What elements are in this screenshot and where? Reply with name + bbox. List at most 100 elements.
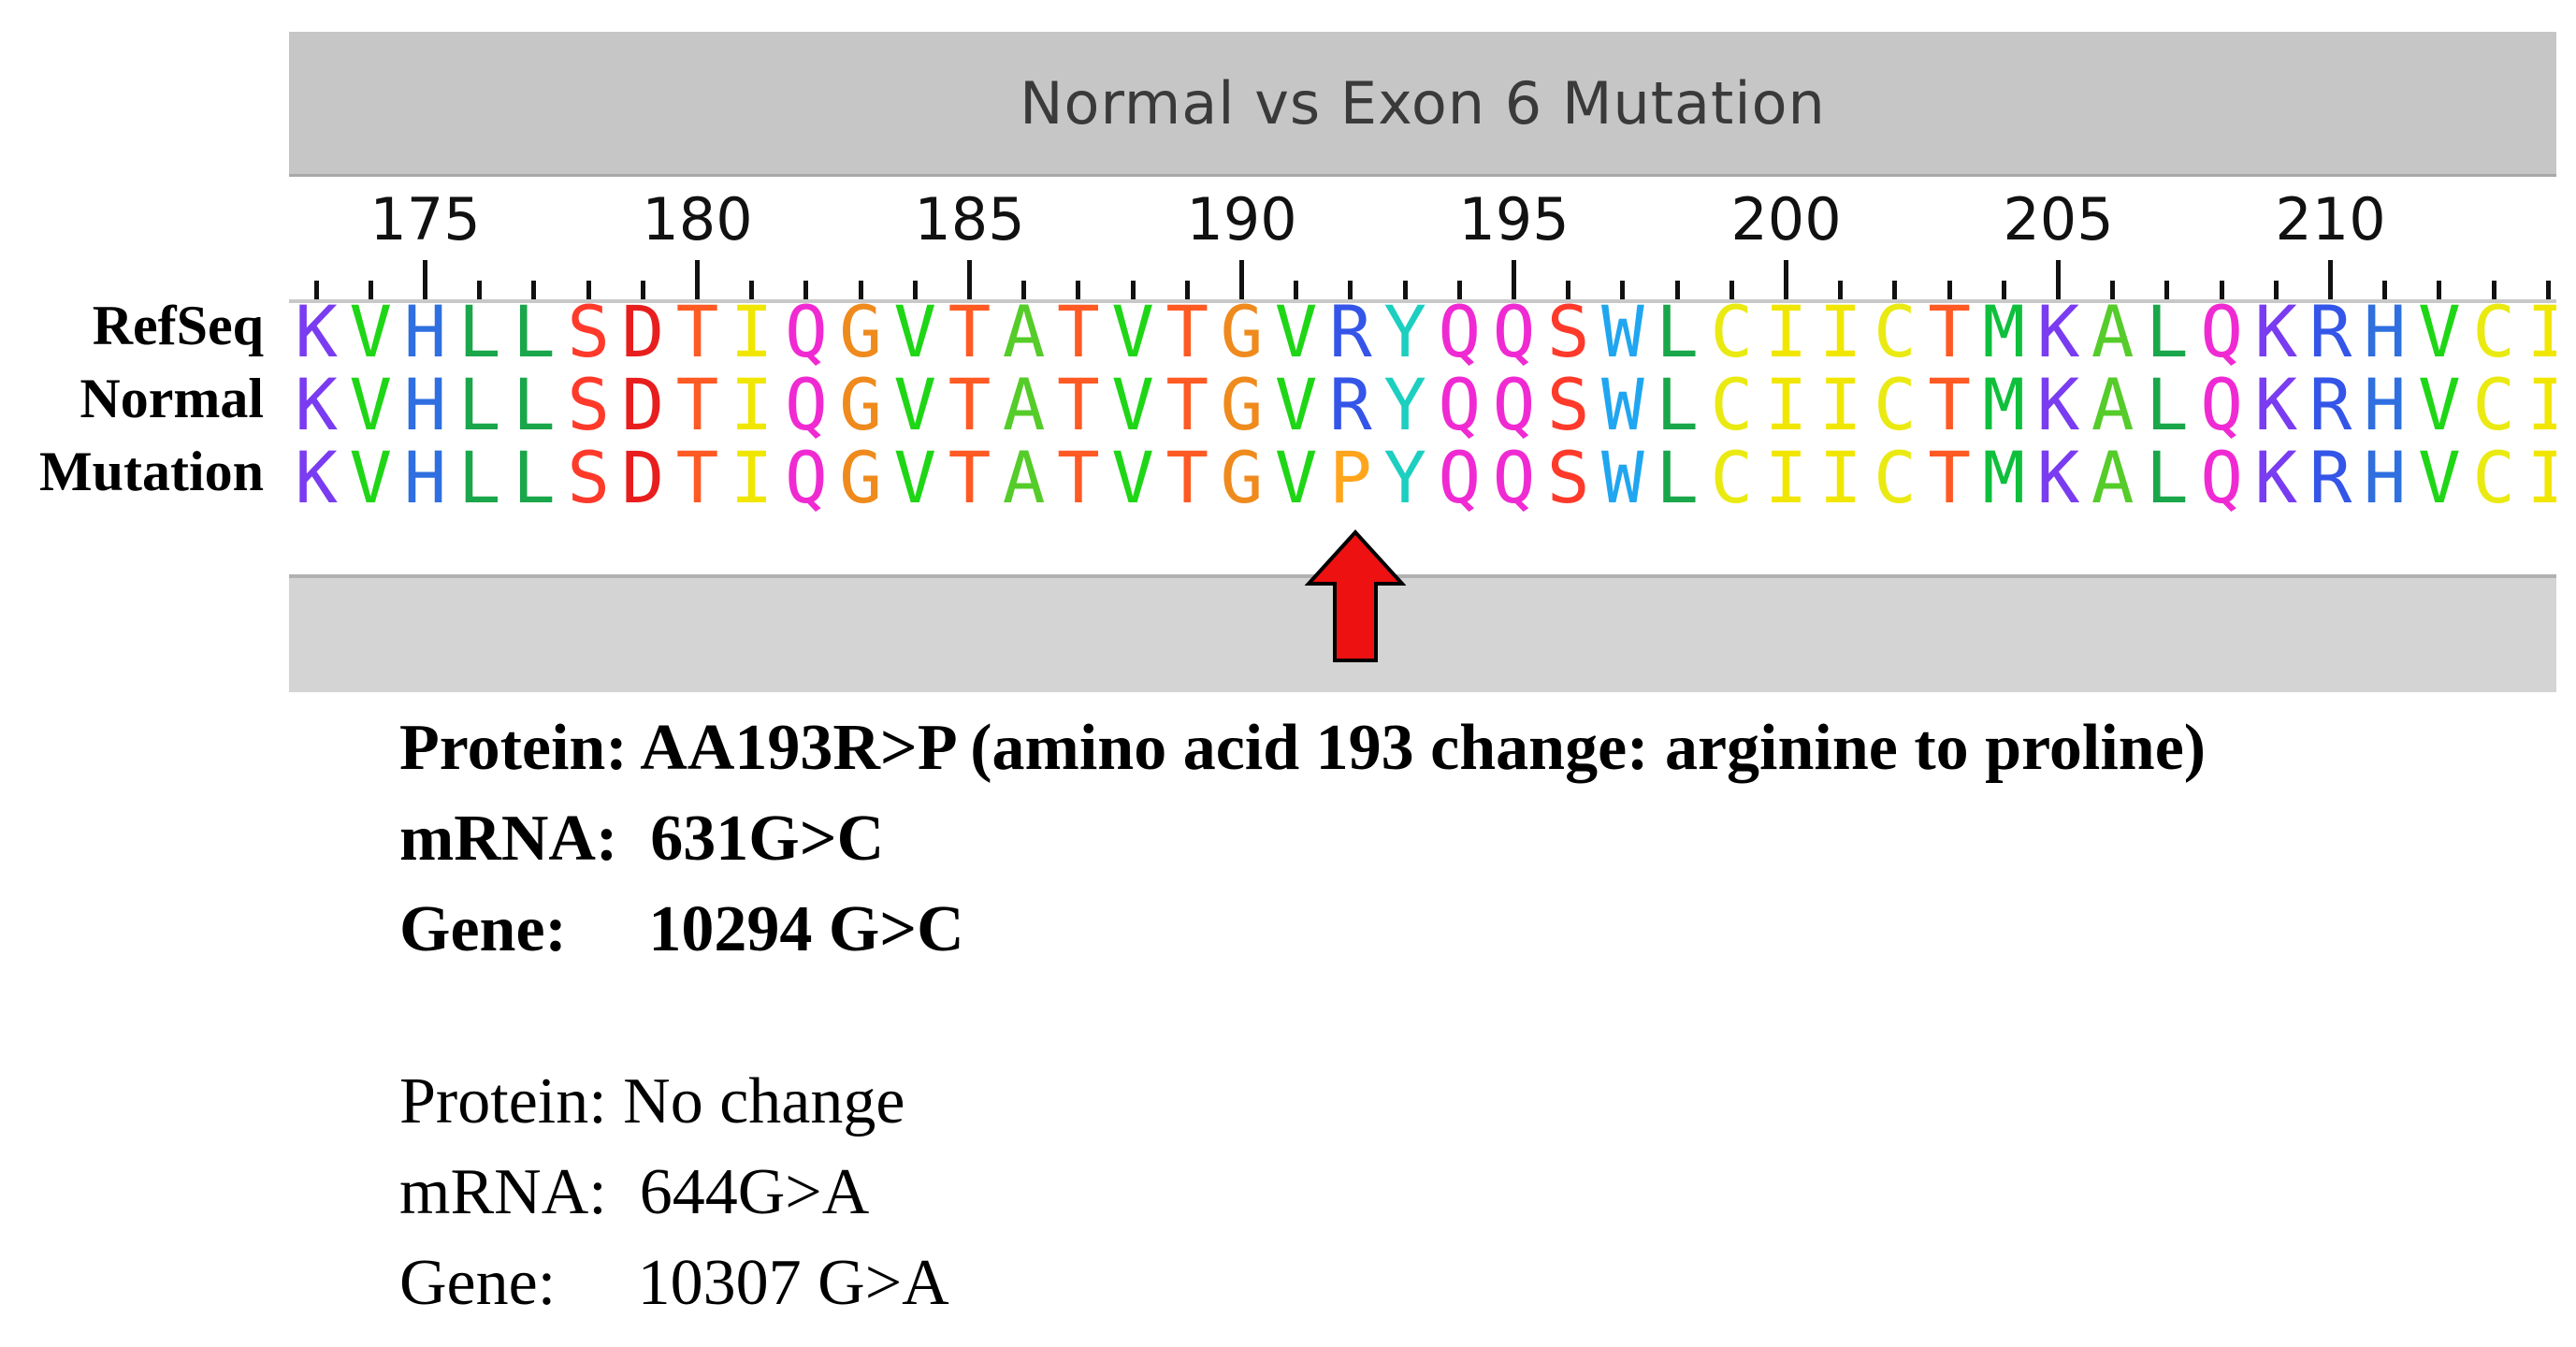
variant1-mrna: mRNA: 631G>C xyxy=(399,803,885,875)
residue: T xyxy=(1165,442,1209,514)
residue: Q xyxy=(1438,442,1482,514)
ruler-tick xyxy=(967,260,972,299)
residue: G xyxy=(839,442,882,514)
residue: G xyxy=(1220,442,1264,514)
residue: I xyxy=(1764,369,1808,442)
residue: Y xyxy=(1383,296,1426,369)
residue: K xyxy=(2254,296,2298,369)
residue: Y xyxy=(1383,369,1426,442)
ruler-label: 190 xyxy=(1186,185,1297,253)
ruler-tick xyxy=(2110,281,2116,299)
ruler-tick xyxy=(1076,281,1081,299)
residue: A xyxy=(2091,296,2135,369)
residue: T xyxy=(675,369,719,442)
residue: L xyxy=(457,296,501,369)
row-label-mutation: Mutation xyxy=(39,441,264,502)
residue: C xyxy=(1710,369,1754,442)
residue: H xyxy=(403,296,447,369)
residue: R xyxy=(1329,296,1372,369)
residue: L xyxy=(513,442,556,514)
residue: D xyxy=(621,296,665,369)
residue: K xyxy=(295,442,338,514)
residue: C xyxy=(2472,296,2515,369)
residue: M xyxy=(1982,296,2026,369)
residue: V xyxy=(1111,296,1154,369)
residue: T xyxy=(1057,296,1100,369)
residue: R xyxy=(2308,369,2352,442)
residue: K xyxy=(2036,296,2080,369)
residue: I xyxy=(1764,296,1808,369)
ruler-tick xyxy=(1729,281,1734,299)
residue: R xyxy=(1329,369,1372,442)
residue: T xyxy=(1165,296,1209,369)
residue: I xyxy=(730,296,774,369)
ruler-tick xyxy=(1566,281,1571,299)
residue: Q xyxy=(2200,369,2243,442)
residue: T xyxy=(948,369,991,442)
residue: W xyxy=(1601,369,1644,442)
residue: I xyxy=(1818,442,1862,514)
residue: I xyxy=(2526,296,2556,369)
residue: I xyxy=(2526,442,2556,514)
residue: S xyxy=(567,442,610,514)
ruler-tick xyxy=(477,281,483,299)
ruler-tick xyxy=(2382,281,2388,299)
residue: V xyxy=(1274,442,1318,514)
residue: S xyxy=(567,296,610,369)
residue: L xyxy=(1656,442,1699,514)
residue: I xyxy=(1764,442,1808,514)
ruler-tick xyxy=(2545,281,2551,299)
ruler-tick xyxy=(313,281,319,299)
alignment-lower-bar xyxy=(289,574,2556,692)
ruler-tick xyxy=(1512,260,1516,299)
residue: H xyxy=(403,369,447,442)
ruler-tick xyxy=(1620,281,1626,299)
residue: W xyxy=(1601,296,1644,369)
residue: C xyxy=(1710,296,1754,369)
residue: C xyxy=(1874,442,1917,514)
row-label-normal: Normal xyxy=(80,368,264,429)
residue: L xyxy=(1656,369,1699,442)
residue: A xyxy=(1002,296,1046,369)
variant1-gene: Gene: 10294 G>C xyxy=(399,893,964,965)
residue: Q xyxy=(785,369,828,442)
ruler-tick xyxy=(1838,281,1844,299)
ruler-label: 205 xyxy=(2003,185,2114,253)
residue: L xyxy=(513,369,556,442)
residue: D xyxy=(621,442,665,514)
ruler-tick xyxy=(2437,281,2442,299)
ruler-tick xyxy=(912,281,918,299)
residue: I xyxy=(1818,369,1862,442)
row-label-refseq: RefSeq xyxy=(92,295,264,356)
residue: I xyxy=(1818,296,1862,369)
residue: T xyxy=(1165,369,1209,442)
residue: S xyxy=(567,369,610,442)
ruler-tick xyxy=(2164,281,2170,299)
residue: I xyxy=(730,442,774,514)
ruler-tick xyxy=(531,281,537,299)
ruler-label: 175 xyxy=(369,185,481,253)
residue: T xyxy=(948,442,991,514)
residue: T xyxy=(675,296,719,369)
ruler-tick xyxy=(1456,281,1462,299)
ruler-tick xyxy=(2491,281,2496,299)
ruler-tick xyxy=(586,281,591,299)
residue: T xyxy=(675,442,719,514)
residue: V xyxy=(1111,369,1154,442)
residue: V xyxy=(2418,296,2461,369)
residue: T xyxy=(1057,369,1100,442)
ruler-tick xyxy=(1239,260,1244,299)
residue: V xyxy=(1274,369,1318,442)
residue: C xyxy=(2472,442,2515,514)
residue: L xyxy=(457,442,501,514)
residue: Q xyxy=(785,296,828,369)
residue: V xyxy=(349,442,393,514)
ruler-baseline xyxy=(289,299,2556,303)
residue: V xyxy=(349,296,393,369)
residue: C xyxy=(1874,296,1917,369)
ruler-tick xyxy=(749,281,755,299)
residue: L xyxy=(457,369,501,442)
residue: D xyxy=(621,369,665,442)
residue: A xyxy=(1002,369,1046,442)
residue: V xyxy=(1274,296,1318,369)
